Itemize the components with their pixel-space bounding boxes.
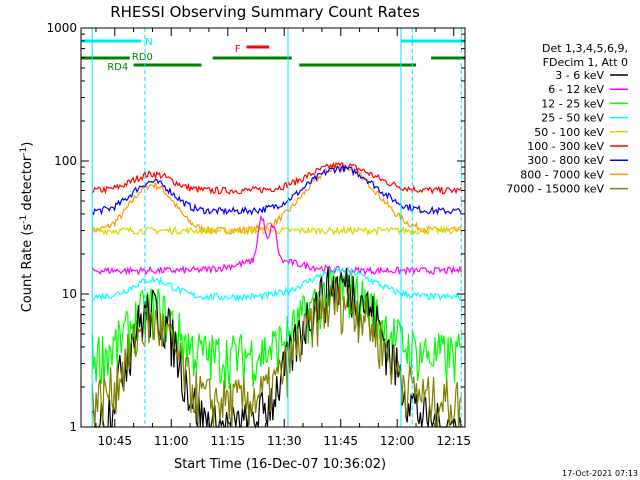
footer-timestamp: 17-Oct-2021 07:13 bbox=[562, 469, 638, 478]
chart-title: RHESSI Observing Summary Count Rates bbox=[110, 3, 420, 21]
y-tick-label: 1000 bbox=[46, 21, 77, 35]
series-line bbox=[91, 225, 462, 237]
y-axis: 1 10 100 1000 bbox=[46, 21, 465, 434]
x-tick-label: 12:00 bbox=[380, 434, 415, 448]
flag-bars: N F RD0 RD4 bbox=[80, 37, 465, 73]
x-tick-label: 11:30 bbox=[267, 434, 302, 448]
series-layer bbox=[91, 161, 462, 429]
y-tick-label: 100 bbox=[54, 154, 77, 168]
series-line bbox=[91, 163, 462, 236]
legend-entry-label: 6 - 12 keV bbox=[548, 83, 604, 96]
legend-header: FDecim 1, Att 0 bbox=[543, 56, 628, 69]
legend-entry-label: 3 - 6 keV bbox=[555, 69, 604, 82]
legend-entry-label: 100 - 300 keV bbox=[527, 140, 604, 153]
series-line bbox=[91, 268, 462, 390]
plot-frame bbox=[80, 27, 466, 428]
y-tick-label: 10 bbox=[62, 287, 77, 301]
legend: Det 1,3,4,5,6,9,FDecim 1, Att 03 - 6 keV… bbox=[506, 42, 628, 196]
series-line bbox=[91, 214, 462, 276]
y-axis-label: Count Rate (s-1 detector-1) bbox=[19, 142, 35, 313]
series-line bbox=[91, 161, 462, 195]
x-tick-label: 11:15 bbox=[210, 434, 245, 448]
legend-header: Det 1,3,4,5,6,9, bbox=[542, 42, 628, 55]
legend-entry-label: 7000 - 15000 keV bbox=[506, 183, 604, 196]
x-tick-label: 12:15 bbox=[436, 434, 471, 448]
x-tick-label: 10:45 bbox=[97, 434, 132, 448]
x-axis-label: Start Time (16-Dec-07 10:36:02) bbox=[174, 457, 386, 472]
x-axis: 10:45 11:00 11:15 11:30 11:45 12:00 12:15 bbox=[95, 28, 471, 448]
legend-entry-label: 12 - 25 keV bbox=[541, 97, 604, 110]
x-tick-label: 11:00 bbox=[154, 434, 189, 448]
legend-entry-label: 50 - 100 keV bbox=[534, 126, 604, 139]
legend-entry-label: 800 - 7000 keV bbox=[520, 168, 604, 181]
flag-label: RD0 bbox=[132, 52, 153, 63]
legend-entry-label: 25 - 50 keV bbox=[541, 112, 604, 125]
flag-label: N bbox=[145, 37, 152, 48]
vertical-markers bbox=[91, 28, 462, 427]
flag-label: F bbox=[235, 44, 241, 55]
legend-entry-label: 300 - 800 keV bbox=[527, 154, 604, 167]
series-line bbox=[92, 266, 462, 303]
y-tick-label: 1 bbox=[69, 420, 77, 434]
series-line bbox=[91, 163, 462, 216]
flag-label: RD4 bbox=[107, 62, 128, 73]
x-tick-label: 11:45 bbox=[323, 434, 358, 448]
series-line bbox=[91, 281, 462, 428]
